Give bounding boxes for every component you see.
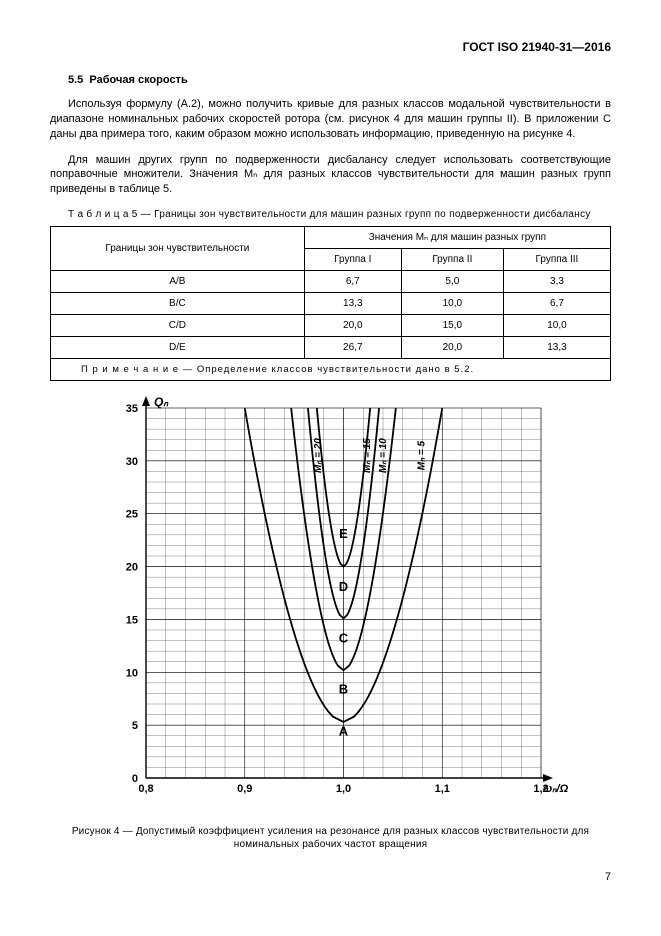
cell-label: D/E xyxy=(51,337,305,359)
section-title: 5.5 Рабочая скорость xyxy=(50,74,611,86)
svg-text:1,1: 1,1 xyxy=(434,783,449,795)
svg-text:1,0: 1,0 xyxy=(335,783,350,795)
th-group2: Группа II xyxy=(401,249,503,271)
svg-text:0,8: 0,8 xyxy=(138,783,153,795)
svg-text:D: D xyxy=(338,579,347,594)
svg-text:35: 35 xyxy=(125,403,137,415)
resonance-chart: Mₙ = 5Mₙ = 10Mₙ = 15Mₙ = 20ABCDE0,80,91,… xyxy=(91,393,571,813)
cell-g3: 6,7 xyxy=(503,293,610,315)
svg-text:A: A xyxy=(338,724,348,739)
table-row: B/C 13,3 10,0 6,7 xyxy=(51,293,611,315)
cell-g2: 10,0 xyxy=(401,293,503,315)
cell-label: B/C xyxy=(51,293,305,315)
cell-label: A/B xyxy=(51,271,305,293)
svg-text:5: 5 xyxy=(131,720,137,732)
section-name: Рабочая скорость xyxy=(89,74,187,86)
paragraph-1: Используя формулу (А.2), можно получить … xyxy=(50,97,611,142)
table-row: D/E 26,7 20,0 13,3 xyxy=(51,337,611,359)
table-row: A/B 6,7 5,0 3,3 xyxy=(51,271,611,293)
cell-g3: 13,3 xyxy=(503,337,610,359)
doc-id: ГОСТ ISO 21940-31—2016 xyxy=(50,40,611,54)
svg-text:C: C xyxy=(338,631,348,646)
cell-g1: 20,0 xyxy=(304,315,401,337)
svg-text:25: 25 xyxy=(125,509,137,521)
svg-text:15: 15 xyxy=(125,614,137,626)
cell-g2: 20,0 xyxy=(401,337,503,359)
svg-text:30: 30 xyxy=(125,456,137,468)
table-caption: Т а б л и ц а 5 — Границы зон чувствител… xyxy=(50,209,611,220)
svg-text:Mₙ = 20: Mₙ = 20 xyxy=(312,438,323,473)
cell-g2: 5,0 xyxy=(401,271,503,293)
svg-text:10: 10 xyxy=(125,667,137,679)
cell-label: C/D xyxy=(51,315,305,337)
figure-caption: Рисунок 4 — Допустимый коэффициент усиле… xyxy=(50,825,611,851)
th-boundaries: Границы зон чувствительности xyxy=(51,227,305,271)
table-row: C/D 20,0 15,0 10,0 xyxy=(51,315,611,337)
cell-g1: 26,7 xyxy=(304,337,401,359)
table-caption-text: Границы зон чувствительности для машин р… xyxy=(154,209,591,220)
th-values-span: Значения Mₙ для машин разных групп xyxy=(304,227,610,249)
table-note-row: П р и м е ч а н и е — Определение классо… xyxy=(51,359,611,381)
page-number: 7 xyxy=(50,871,611,883)
th-group3: Группа III xyxy=(503,249,610,271)
svg-text:E: E xyxy=(339,526,348,541)
table-note-prefix: П р и м е ч а н и е — xyxy=(81,364,197,375)
svg-text:ωₙ/Ω: ωₙ/Ω xyxy=(543,783,569,795)
cell-g1: 6,7 xyxy=(304,271,401,293)
svg-text:Mₙ = 10: Mₙ = 10 xyxy=(377,438,388,473)
cell-g3: 3,3 xyxy=(503,271,610,293)
sensitivity-table: Границы зон чувствительности Значения Mₙ… xyxy=(50,226,611,381)
svg-text:B: B xyxy=(338,681,347,696)
svg-text:20: 20 xyxy=(125,562,137,574)
svg-text:0,9: 0,9 xyxy=(237,783,252,795)
svg-text:Qₙ: Qₙ xyxy=(154,395,169,409)
table-note-text: Определение классов чувствительности дан… xyxy=(197,364,474,375)
svg-text:0: 0 xyxy=(131,773,137,785)
cell-g3: 10,0 xyxy=(503,315,610,337)
svg-text:Mₙ = 5: Mₙ = 5 xyxy=(416,441,427,471)
table-caption-prefix: Т а б л и ц а 5 — xyxy=(68,209,154,220)
paragraph-2: Для машин других групп по подверженности… xyxy=(50,153,611,198)
cell-g1: 13,3 xyxy=(304,293,401,315)
cell-g2: 15,0 xyxy=(401,315,503,337)
th-group1: Группа I xyxy=(304,249,401,271)
section-number: 5.5 xyxy=(68,74,83,86)
